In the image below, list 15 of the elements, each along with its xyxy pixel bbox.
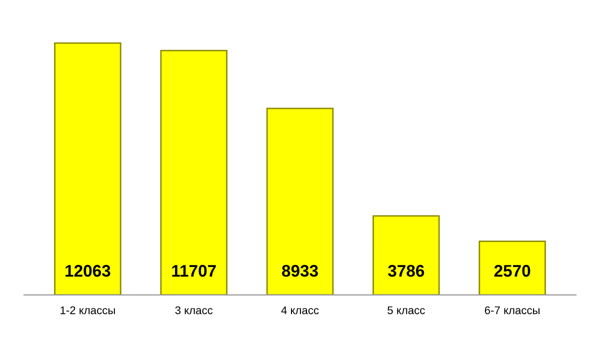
x-tick-label: 4 класс: [281, 306, 319, 314]
x-tick-label: 1-2 классы: [60, 306, 115, 314]
data-label: 2570: [494, 264, 530, 277]
bar: [160, 50, 228, 295]
bar: [478, 240, 546, 295]
bar: [54, 42, 122, 295]
data-label: 11707: [172, 264, 216, 277]
data-label: 3786: [388, 264, 424, 277]
data-label: 12063: [66, 264, 110, 277]
x-tick-label: 6-7 классы: [484, 306, 540, 314]
x-tick-label: 5 класс: [388, 306, 425, 314]
bar: [372, 215, 440, 295]
data-label: 8933: [282, 264, 318, 277]
x-tick-label: 3 класс: [175, 306, 213, 314]
bar: [266, 108, 334, 295]
